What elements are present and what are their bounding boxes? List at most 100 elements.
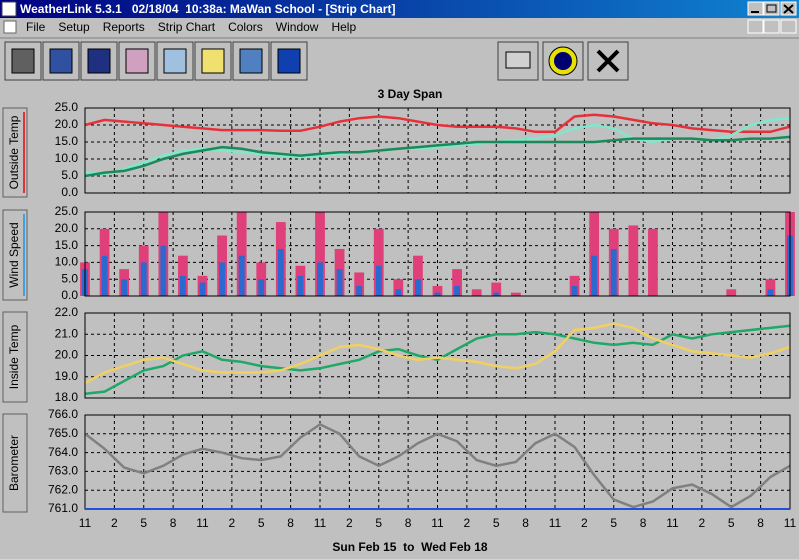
wind-bar bbox=[179, 275, 186, 296]
x-tick-label: 8 bbox=[170, 516, 177, 530]
y-tick-label: 20.0 bbox=[55, 221, 79, 235]
x-tick-label: 2 bbox=[346, 516, 353, 530]
y-tick-label: 761.0 bbox=[48, 501, 78, 515]
panel-label: Inside Temp bbox=[7, 324, 21, 389]
x-tick-label: 2 bbox=[464, 516, 471, 530]
y-tick-label: 10.0 bbox=[55, 255, 79, 269]
wind-bar bbox=[160, 245, 167, 296]
chart-title: 3 Day Span bbox=[378, 87, 443, 101]
wind-bar bbox=[317, 262, 323, 296]
wind-bar bbox=[510, 292, 521, 296]
toolbar-icon bbox=[277, 48, 301, 74]
wind-bar bbox=[726, 289, 737, 296]
y-tick-label: 20.0 bbox=[55, 348, 79, 362]
series-line bbox=[84, 422, 791, 509]
wind-bar bbox=[315, 212, 325, 296]
x-tick-label: 8 bbox=[405, 516, 412, 530]
wind-bar bbox=[610, 248, 617, 296]
toolbar-icon bbox=[201, 48, 225, 74]
wind-bar bbox=[452, 269, 462, 296]
menu-item[interactable]: Strip Chart bbox=[158, 20, 216, 34]
wind-bar bbox=[258, 279, 265, 296]
y-tick-label: 5.0 bbox=[61, 271, 78, 285]
x-tick-label: 11 bbox=[431, 516, 444, 530]
wind-bar bbox=[434, 292, 441, 296]
y-tick-label: 762.0 bbox=[48, 482, 78, 496]
window-title: WeatherLink 5.3.1 02/18/04 10:38a: MaWan… bbox=[20, 2, 395, 16]
x-tick-label: 5 bbox=[258, 516, 265, 530]
panel-label: Barometer bbox=[7, 435, 21, 491]
plot-border bbox=[84, 107, 791, 194]
child-close[interactable] bbox=[780, 19, 797, 34]
wind-bar bbox=[471, 289, 482, 296]
x-tick-label: 5 bbox=[140, 516, 147, 530]
series-line bbox=[84, 324, 791, 396]
child-restore[interactable] bbox=[763, 19, 780, 34]
toolbar bbox=[4, 41, 629, 81]
y-tick-label: 22.0 bbox=[55, 305, 79, 319]
x-tick-label: 5 bbox=[493, 516, 500, 530]
y-tick-label: 5.0 bbox=[61, 168, 78, 182]
plot-border bbox=[84, 211, 791, 297]
menu-item[interactable]: Colors bbox=[228, 20, 263, 34]
y-tick-label: 766.0 bbox=[48, 407, 78, 421]
y-tick-label: 25.0 bbox=[55, 100, 79, 114]
child-minimize[interactable] bbox=[747, 19, 764, 34]
wind-bar bbox=[336, 269, 343, 296]
x-tick-label: 11 bbox=[196, 516, 209, 530]
maximize-button[interactable] bbox=[763, 1, 780, 16]
wind-bar bbox=[354, 272, 365, 296]
y-tick-label: 15.0 bbox=[55, 134, 79, 148]
title-bar bbox=[0, 0, 799, 18]
wind-bar bbox=[765, 279, 776, 296]
wind-bar bbox=[414, 279, 421, 296]
menu-item[interactable]: File bbox=[26, 20, 46, 34]
wind-bar bbox=[432, 285, 443, 296]
menu-item[interactable]: Reports bbox=[103, 20, 145, 34]
toolbar-icon bbox=[125, 48, 149, 74]
y-tick-label: 765.0 bbox=[48, 426, 78, 440]
y-tick-label: 19.0 bbox=[55, 369, 79, 383]
wind-bar bbox=[121, 279, 128, 296]
wind-bar bbox=[589, 212, 600, 296]
y-tick-label: 764.0 bbox=[48, 445, 78, 459]
menu-item[interactable]: Setup bbox=[58, 20, 90, 34]
y-tick-label: 20.0 bbox=[55, 117, 79, 131]
wind-bar bbox=[236, 212, 247, 296]
wind-bar bbox=[767, 289, 774, 296]
x-tick-label: 8 bbox=[640, 516, 647, 530]
doc-icon bbox=[3, 20, 17, 34]
menu-item[interactable]: Help bbox=[331, 20, 356, 34]
x-tick-label: 11 bbox=[666, 516, 679, 530]
wind-bar bbox=[238, 255, 245, 296]
x-tick-label: 8 bbox=[757, 516, 764, 530]
x-tick-label: 11 bbox=[784, 516, 797, 530]
x-tick-label: 5 bbox=[375, 516, 382, 530]
wind-bar bbox=[648, 228, 658, 296]
y-tick-label: 10.0 bbox=[55, 151, 79, 165]
wind-bar bbox=[297, 275, 304, 296]
close-button[interactable] bbox=[587, 41, 629, 81]
series-line bbox=[84, 135, 791, 178]
series-line bbox=[84, 113, 791, 134]
wind-bar bbox=[628, 225, 639, 296]
x-tick-label: 11 bbox=[549, 516, 562, 530]
x-tick-label: 2 bbox=[229, 516, 236, 530]
menu-item[interactable]: Window bbox=[276, 20, 319, 34]
plot-border bbox=[84, 312, 791, 399]
series-line bbox=[84, 322, 791, 385]
x-tick-label: 5 bbox=[610, 516, 617, 530]
wind-bar bbox=[219, 262, 226, 296]
printer-icon bbox=[505, 51, 531, 69]
toolbar-icon bbox=[87, 48, 111, 74]
minimize-button[interactable] bbox=[747, 1, 764, 16]
menu-bar: File Setup Reports Strip Chart Colors Window H… bbox=[3, 19, 797, 34]
y-tick-label: 21.0 bbox=[55, 326, 79, 340]
wind-bar bbox=[393, 279, 404, 296]
app-icon bbox=[1, 1, 17, 17]
toolbar-icon bbox=[163, 48, 187, 74]
wind-bar bbox=[277, 248, 284, 296]
y-tick-label: 18.0 bbox=[55, 390, 79, 404]
x-tick-label: 2 bbox=[111, 516, 118, 530]
